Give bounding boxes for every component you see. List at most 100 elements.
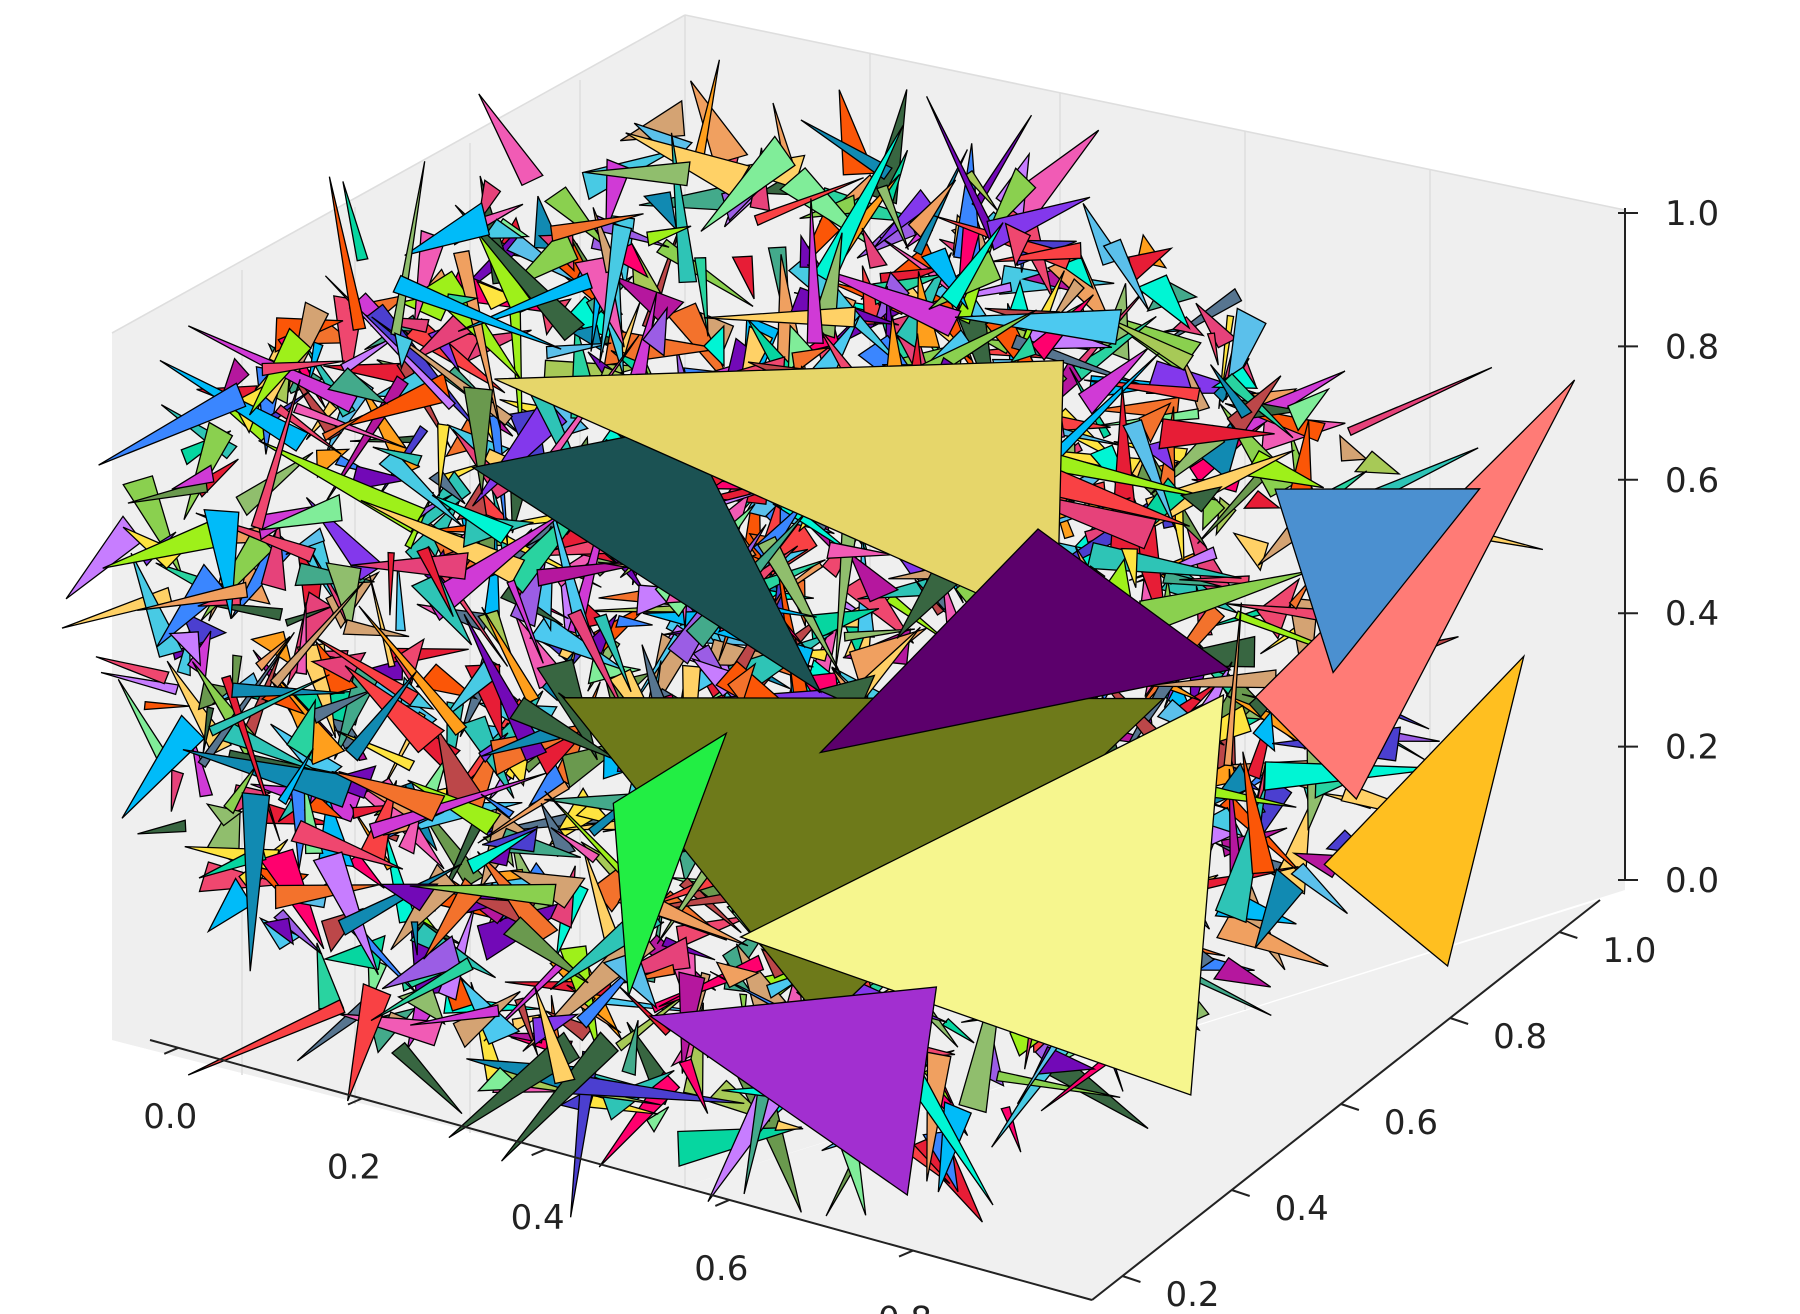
polygon-shard (250, 379, 301, 531)
polygon-shard (506, 579, 544, 664)
polygon-shard (416, 546, 454, 618)
polygon-shard (954, 309, 1123, 345)
polygon-shard (342, 181, 369, 262)
polygon-shard (431, 494, 514, 545)
polygon-shard (700, 135, 796, 232)
polygon-shard (694, 257, 709, 337)
polygon-shard (269, 579, 366, 689)
z-tick-label: 0.8 (1665, 327, 1719, 367)
polygon-shard (100, 671, 180, 696)
tri-sand (494, 359, 1065, 630)
polygon-shard (475, 280, 518, 311)
polygon-shard (621, 1020, 639, 1076)
polygon-shard (410, 921, 419, 956)
polygon-shard (168, 631, 202, 667)
x-tick-label: 0.0 (143, 1097, 197, 1137)
polygon-shard (454, 204, 585, 342)
polygon-shard (415, 663, 479, 700)
polygon-shard (463, 386, 494, 495)
polygon-shard (617, 985, 672, 1037)
polygon-shard (731, 255, 755, 300)
polygon-shard (774, 1120, 804, 1132)
polygon-shard (202, 706, 215, 754)
polygon-shard (340, 332, 403, 375)
polygon-shard (321, 414, 364, 442)
polygon-shard (325, 562, 362, 633)
polygon-shard (549, 213, 644, 242)
polygon-shard (370, 956, 474, 1022)
polygon-shard (350, 552, 469, 580)
polygon-shard (277, 748, 314, 806)
polygon-shard (171, 464, 215, 490)
polygon-shard (410, 572, 473, 646)
polygon-shard (409, 883, 557, 907)
polygon-shard (121, 714, 206, 819)
polygon-shard (208, 674, 330, 737)
polygon-shard (995, 1070, 1121, 1099)
polygon-shard (404, 201, 491, 257)
polygon-shard (642, 191, 678, 232)
gridline (684, 14, 1626, 211)
polygon-shard (940, 222, 1004, 310)
y-tick-mark (1559, 931, 1578, 939)
polygon-shard (262, 917, 295, 946)
x-tick-label: 0.6 (694, 1249, 748, 1289)
polygon-shard (312, 635, 420, 707)
polygon-shard (727, 662, 757, 705)
z-tick-label: 0.6 (1665, 461, 1719, 501)
x-tick-label: 0.8 (878, 1300, 932, 1314)
main-polygons (471, 359, 1576, 1197)
polygon-shard (206, 877, 253, 934)
axis-ticks: 0.00.20.40.60.80.20.40.60.81.00.00.20.40… (143, 194, 1719, 1314)
polygon-shard (1120, 547, 1138, 588)
polygon-shard (1346, 366, 1493, 437)
polygon-shard (843, 628, 915, 642)
polygon-shard (646, 225, 692, 247)
polygon-shard (1059, 256, 1095, 290)
polygon-shard (509, 696, 619, 762)
y-tick-label: 1.0 (1602, 931, 1656, 971)
y-tick-mark (1449, 1017, 1469, 1025)
polygon-shard (284, 605, 334, 627)
polygon-shard (466, 828, 537, 875)
polygon-shard (98, 382, 247, 466)
polygon-shard (378, 449, 464, 528)
polygon-shard (413, 229, 447, 328)
x-tick-mark (531, 1148, 547, 1157)
polygon-shard (1158, 287, 1243, 347)
gridline (111, 14, 686, 334)
polygon-shard (372, 446, 423, 467)
polygon-shard (339, 372, 452, 429)
polygon-shard (806, 198, 824, 344)
polygon-shard (642, 305, 668, 357)
tri-purple (818, 528, 1232, 754)
polygon-shard (545, 342, 612, 360)
polygon-shard (392, 274, 562, 350)
polygon-shard (1216, 911, 1329, 968)
polygon-shard (255, 635, 291, 672)
polygon-shard (1077, 347, 1149, 415)
polygon-shard (481, 606, 540, 704)
polygon-shard (756, 535, 842, 675)
polygon-shard (346, 982, 392, 1102)
tri-violet (648, 986, 938, 1197)
z-tick-label: 0.4 (1665, 594, 1719, 634)
x-tick-mark (163, 1046, 179, 1055)
polygon-shard (1158, 418, 1275, 450)
polygon-shard (1290, 862, 1348, 915)
polygon-shard (292, 402, 407, 449)
polygon-shard (1135, 274, 1191, 330)
polygon-shard (187, 999, 346, 1076)
polygon-shard (1223, 602, 1243, 767)
polygon-shard (182, 749, 355, 808)
polygon-shard (813, 124, 904, 286)
polygon-shard (1206, 332, 1219, 366)
polygon-shard (703, 324, 725, 368)
polygon-shard (448, 1031, 581, 1139)
polygon-shard (346, 853, 385, 889)
polygon-shard (410, 1004, 500, 1026)
polygon-shard (387, 551, 395, 616)
polygon-shard (826, 541, 893, 559)
polygon-shard (1179, 485, 1223, 513)
z-tick-label: 0.0 (1665, 861, 1719, 901)
